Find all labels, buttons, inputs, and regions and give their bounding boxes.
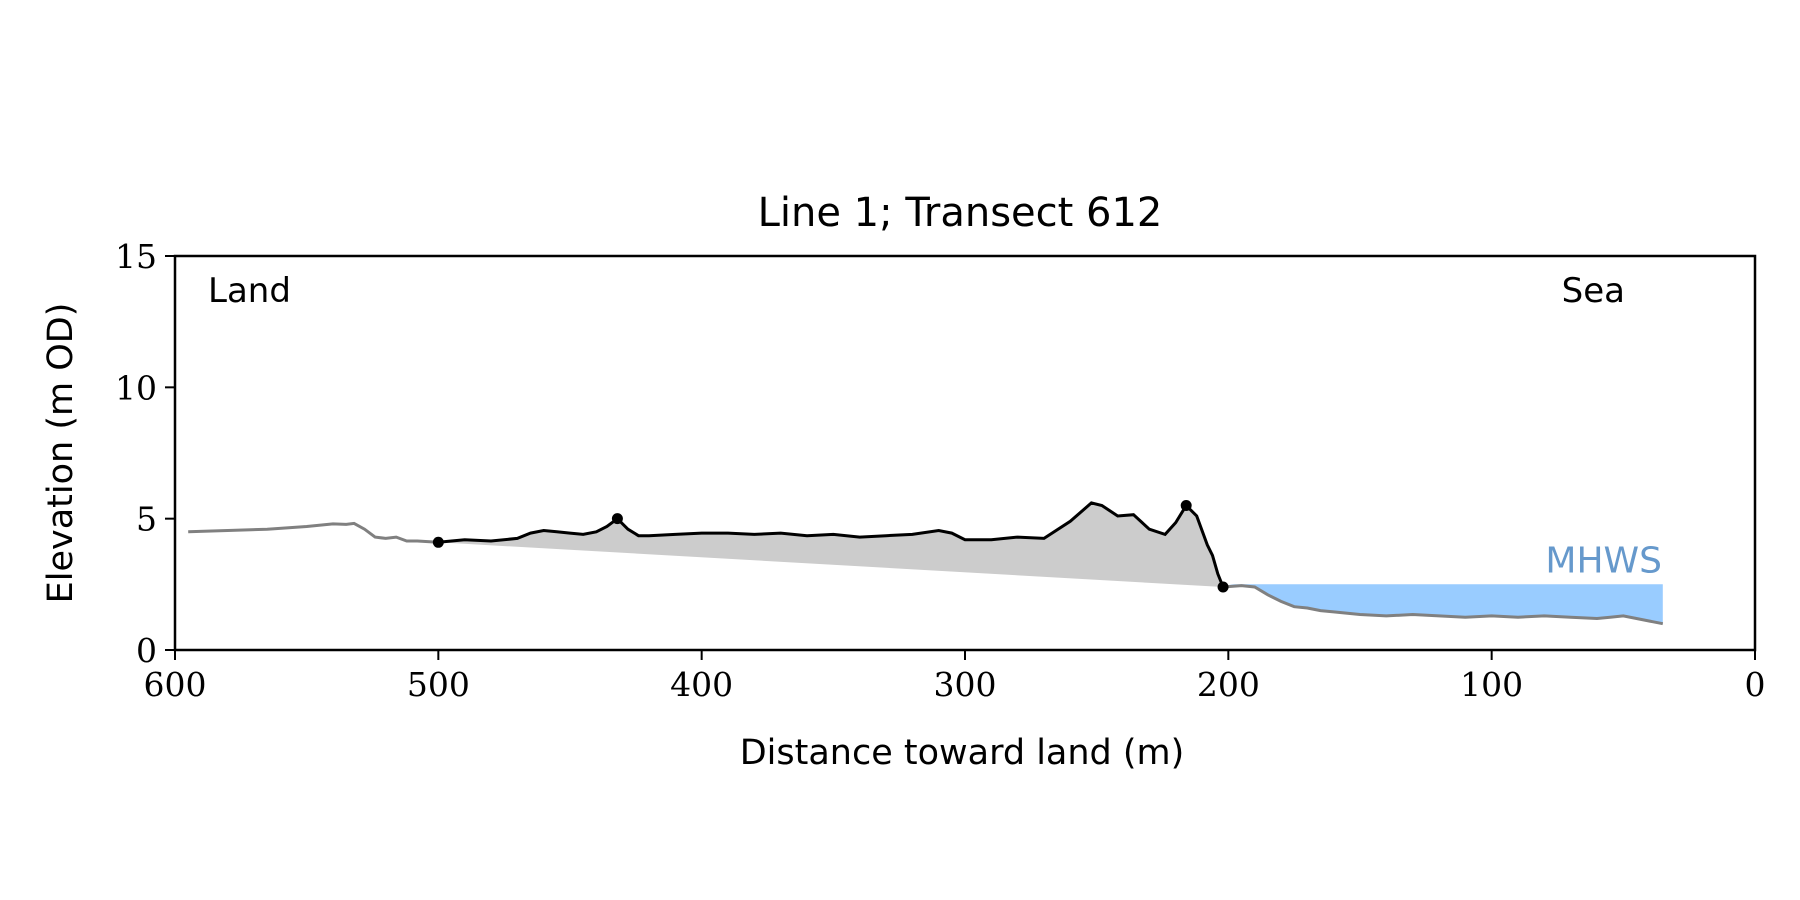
mhws-label: MHWS xyxy=(1545,540,1662,581)
x-tick-label: 300 xyxy=(934,665,997,704)
chart-title: Line 1; Transect 612 xyxy=(758,190,1163,236)
x-tick-label: 0 xyxy=(1745,665,1766,704)
profile-line-seaward xyxy=(1222,584,1664,626)
x-tick-label: 600 xyxy=(144,665,207,704)
y-tick-label: 5 xyxy=(136,500,157,539)
x-tick-label: 200 xyxy=(1197,665,1260,704)
plot-area xyxy=(188,500,1664,626)
x-axis: 600 500 400 300 200 100 0 xyxy=(144,650,1766,704)
x-tick-label: 500 xyxy=(407,665,470,704)
y-axis: 0 5 10 15 xyxy=(115,237,175,670)
x-axis-label: Distance toward land (m) xyxy=(740,733,1185,773)
profile-marker xyxy=(1217,581,1229,593)
profile-line-landward xyxy=(188,521,439,544)
elevation-fill-area xyxy=(438,502,1224,587)
x-tick-label: 400 xyxy=(670,665,733,704)
mhws-water-area xyxy=(1228,584,1663,624)
land-label: Land xyxy=(208,271,291,311)
profile-marker xyxy=(432,536,444,548)
y-axis-label: Elevation (m OD) xyxy=(41,303,81,604)
y-tick-label: 10 xyxy=(115,368,157,407)
profile-marker xyxy=(1180,500,1192,512)
sea-label: Sea xyxy=(1562,271,1625,311)
profile-marker xyxy=(611,513,623,525)
x-tick-label: 100 xyxy=(1460,665,1523,704)
y-tick-label: 0 xyxy=(136,631,157,670)
profile-markers xyxy=(432,500,1229,593)
y-tick-label: 15 xyxy=(115,237,157,276)
profile-line-dune xyxy=(438,501,1225,588)
